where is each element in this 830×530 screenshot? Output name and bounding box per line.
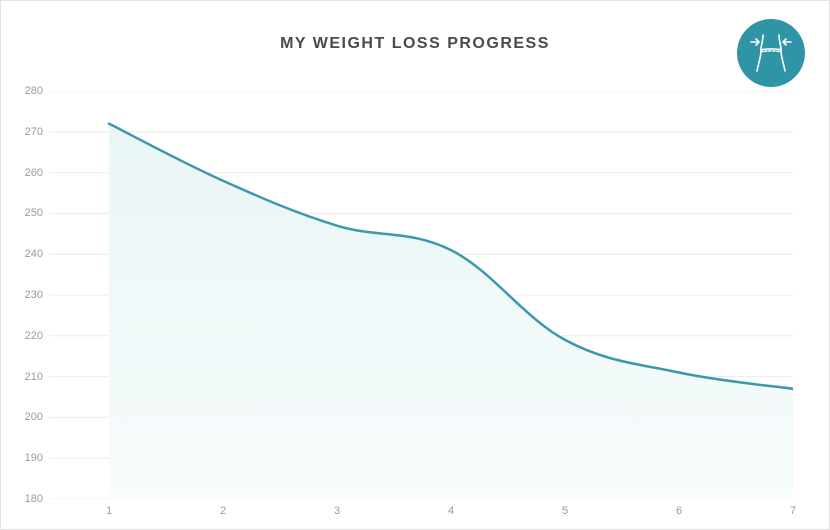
waist-slim-icon	[737, 19, 805, 87]
y-tick-label: 250	[13, 207, 43, 219]
series-area	[109, 124, 793, 499]
x-tick-label: 5	[562, 505, 568, 517]
y-tick-label: 200	[13, 411, 43, 423]
x-tick-label: 2	[220, 505, 226, 517]
y-tick-label: 270	[13, 126, 43, 138]
chart-title: MY WEIGHT LOSS PROGRESS	[1, 35, 829, 53]
x-tick-label: 3	[334, 505, 340, 517]
y-tick-label: 260	[13, 167, 43, 179]
y-tick-label: 240	[13, 248, 43, 260]
x-tick-label: 7	[790, 505, 796, 517]
chart-plot-area: 1801902002102202302402502602702801234567	[49, 91, 791, 497]
weight-chart-card: MY WEIGHT LOSS PROGRESS 1801902002102202…	[0, 0, 830, 530]
y-tick-label: 280	[13, 85, 43, 97]
y-tick-label: 190	[13, 452, 43, 464]
x-tick-label: 4	[448, 505, 454, 517]
x-tick-label: 6	[676, 505, 682, 517]
y-tick-label: 210	[13, 371, 43, 383]
y-tick-label: 230	[13, 289, 43, 301]
y-tick-label: 180	[13, 493, 43, 505]
y-tick-label: 220	[13, 330, 43, 342]
chart-svg	[49, 91, 793, 499]
x-tick-label: 1	[106, 505, 112, 517]
waist-slim-icon-svg	[749, 31, 793, 75]
